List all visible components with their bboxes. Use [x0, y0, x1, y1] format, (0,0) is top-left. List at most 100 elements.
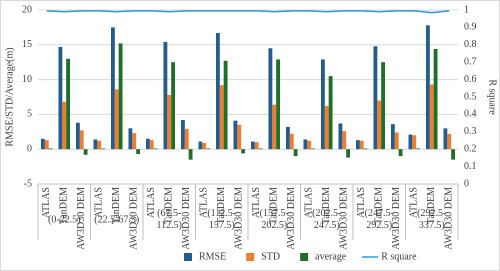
- bar: [206, 148, 211, 150]
- x-tick-label: AW3D30 DEM: [339, 187, 350, 250]
- bar: [276, 59, 281, 150]
- bar: [93, 139, 98, 150]
- bar: [289, 133, 294, 150]
- bar: [425, 25, 430, 150]
- x-tick-label: TanDEM: [111, 187, 122, 224]
- y-tick-label: 10: [22, 74, 32, 85]
- legend-label: R square: [381, 251, 417, 262]
- bar: [342, 131, 347, 150]
- y2-tick-label: 0.8: [464, 39, 477, 50]
- line-series: [46, 10, 450, 14]
- y2-tick-label: 0.7: [464, 56, 477, 67]
- x-tick-label: AW3D30 DEM: [286, 187, 297, 250]
- bar: [285, 126, 290, 150]
- group-label: (67.5-112.5): [157, 208, 182, 231]
- y2-tick-label: 0.4: [464, 109, 477, 120]
- bar: [416, 148, 421, 150]
- group-label: (0-22.5): [48, 214, 81, 225]
- x-tick-label: TanDEM: [216, 187, 227, 224]
- legend-label: average: [315, 251, 347, 262]
- bar: [346, 149, 351, 158]
- bar: [215, 32, 220, 150]
- x-tick-label: TanDEM: [59, 187, 70, 224]
- x-tick-label: TanDEM: [374, 187, 385, 224]
- bar: [223, 60, 228, 150]
- bar: [128, 128, 133, 150]
- y-tick-label: -5: [24, 178, 32, 189]
- bar: [303, 139, 308, 150]
- bar: [268, 48, 273, 150]
- y2-tick-label: 0.6: [464, 74, 477, 85]
- x-tick-label: AW3D30 DEM: [76, 187, 87, 250]
- bar: [118, 43, 123, 150]
- legend-label: RMSE: [199, 251, 226, 262]
- x-tick-label: AW3D30 DEM: [181, 187, 192, 250]
- bar: [373, 46, 378, 150]
- bar: [433, 48, 438, 150]
- y-tick-label: 15: [22, 39, 32, 50]
- group-label: (22.5-67.5): [94, 214, 139, 225]
- x-tick-label: ATLAS: [199, 187, 210, 218]
- group-label: (247.5-292.5): [365, 208, 394, 231]
- bar: [75, 122, 80, 150]
- x-tick-label: AW3D30 DEM: [129, 187, 140, 250]
- y-axis-title: RMSE/STD/Average(m): [4, 47, 15, 146]
- bar: [377, 100, 382, 150]
- group-label: (112.5-157.5): [207, 208, 236, 231]
- bar: [250, 141, 255, 150]
- bar: [101, 148, 106, 150]
- x-tick-label: ATLAS: [146, 187, 157, 218]
- x-tick-label: ATLAS: [94, 187, 105, 218]
- bar: [219, 85, 224, 150]
- y-tick-label: 20: [22, 4, 32, 15]
- x-tick-label: TanDEM: [164, 187, 175, 224]
- legend-swatch: [184, 253, 192, 261]
- bar: [110, 27, 115, 150]
- bar: [390, 124, 395, 150]
- bar: [233, 120, 238, 150]
- y2-tick-label: 0.5: [464, 91, 477, 102]
- legend-label: STD: [261, 251, 280, 262]
- bar: [394, 132, 399, 150]
- bar: [97, 140, 102, 150]
- x-tick-label: AW3D30 DEM: [391, 187, 402, 250]
- bar: [188, 149, 193, 160]
- bar: [40, 138, 45, 150]
- y2-axis-title: R square: [487, 79, 498, 115]
- bar: [398, 149, 403, 157]
- bar: [338, 123, 343, 150]
- bar: [48, 148, 53, 150]
- bar: [114, 89, 119, 150]
- bar: [83, 149, 88, 155]
- bar: [180, 119, 185, 150]
- bar: [320, 59, 325, 150]
- x-tick-label: TanDEM: [426, 187, 437, 224]
- bar: [202, 142, 207, 150]
- y2-tick-label: 1: [464, 4, 469, 15]
- bar: [408, 134, 413, 150]
- x-tick-label: ATLAS: [251, 187, 262, 218]
- bar: [132, 133, 137, 150]
- bar: [44, 140, 49, 150]
- x-tick-label: ATLAS: [356, 187, 367, 218]
- bar: [198, 141, 203, 150]
- bar: [145, 138, 150, 150]
- group-label: (202.5-247.5): [312, 208, 341, 231]
- bar: [324, 106, 329, 150]
- bar: [447, 133, 452, 150]
- y-tick-label: 0: [27, 143, 32, 154]
- x-tick-label: AW3D30 DEM: [234, 187, 245, 250]
- x-tick-label: ATLAS: [41, 187, 52, 218]
- bar: [254, 142, 259, 150]
- bar: [307, 140, 312, 150]
- bar: [355, 140, 360, 150]
- bar: [163, 42, 168, 150]
- bar: [412, 135, 417, 150]
- bar: [171, 62, 176, 150]
- y2-tick-label: 0.2: [464, 143, 477, 154]
- bar: [311, 148, 316, 150]
- bar: [272, 104, 277, 150]
- legend-swatch: [246, 253, 255, 261]
- bar: [359, 140, 364, 150]
